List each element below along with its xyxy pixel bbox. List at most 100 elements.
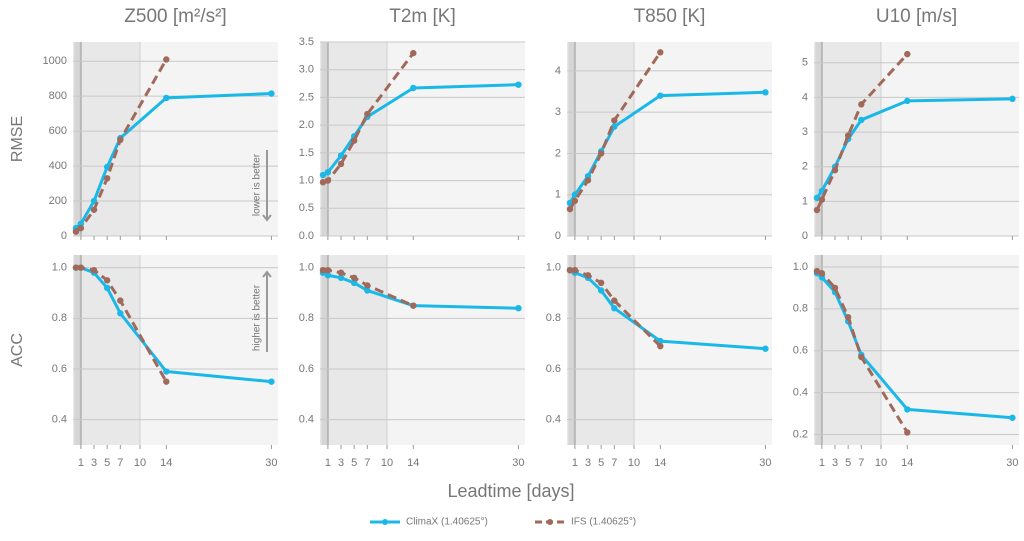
y-tick-label: 0.2: [793, 428, 808, 440]
x-tick-label: 1: [78, 457, 84, 469]
data-point: [350, 137, 358, 144]
x-tick-label: 30: [265, 457, 277, 469]
x-tick-label: 14: [654, 457, 666, 469]
data-point: [324, 272, 332, 279]
legend-marker: [547, 519, 553, 525]
data-point: [611, 297, 618, 304]
shaded-span: [568, 255, 575, 445]
data-point: [1009, 95, 1016, 103]
data-point: [364, 110, 371, 118]
y-tick-label: 600: [49, 125, 67, 137]
x-tick-label: 5: [351, 457, 357, 469]
data-point: [410, 302, 417, 309]
data-point: [103, 284, 111, 292]
y-tick-label: 800: [49, 90, 67, 102]
data-point: [72, 228, 80, 235]
y-tick-label: 2: [802, 161, 808, 173]
shaded-span: [321, 42, 328, 236]
y-tick-label: 1.0: [299, 174, 314, 186]
data-point: [163, 94, 170, 102]
data-point: [117, 310, 124, 317]
x-tick-label: 30: [512, 457, 524, 469]
series-line: [815, 53, 909, 211]
shaded-span: [815, 255, 822, 445]
y-tick-label: 0.5: [299, 202, 314, 214]
data-point: [1009, 414, 1016, 421]
data-point: [813, 267, 821, 275]
y-tick-label: 3.5: [299, 36, 314, 48]
y-tick-label: 0.8: [52, 312, 67, 324]
panel-title: Z500 [m²/s²]: [124, 6, 226, 27]
y-axis-label: RMSE: [9, 116, 26, 162]
data-point: [813, 194, 821, 202]
data-point: [163, 56, 170, 63]
y-tick-label: 0.8: [793, 303, 808, 315]
data-point: [515, 81, 522, 88]
y-tick-label: 1.0: [546, 262, 561, 274]
data-point: [597, 279, 605, 287]
y-tick-label: 200: [49, 195, 67, 207]
y-tick-label: 0.4: [52, 414, 67, 426]
shaded-span: [814, 255, 882, 445]
data-point: [410, 84, 417, 92]
y-tick-label: 1.0: [299, 262, 314, 274]
panel-title: T850 [K]: [634, 6, 706, 27]
x-tick-label: 7: [117, 457, 123, 469]
y-tick-label: 0.4: [793, 387, 808, 399]
data-point: [337, 160, 345, 168]
data-point: [762, 345, 769, 352]
y-tick-label: 2.0: [299, 119, 314, 131]
data-point: [611, 305, 618, 312]
x-tick-label: 14: [407, 457, 419, 469]
data-point: [904, 429, 911, 436]
y-tick-label: 2.5: [299, 91, 314, 103]
data-point: [364, 282, 371, 289]
data-point: [597, 287, 605, 294]
x-tick-label: 3: [832, 457, 838, 469]
data-point: [571, 197, 579, 205]
data-point: [72, 264, 80, 271]
data-point: [268, 90, 275, 97]
y-tick-label: 1000: [43, 55, 67, 67]
y-tick-label: 5: [802, 57, 808, 69]
data-point: [584, 177, 592, 184]
y-tick-label: 2: [555, 147, 561, 159]
x-tick-label: 10: [875, 457, 887, 469]
x-tick-label: 5: [104, 457, 110, 469]
data-point: [410, 49, 417, 57]
data-point: [103, 277, 111, 284]
x-tick-label: 7: [364, 457, 370, 469]
data-point: [584, 272, 592, 279]
shaded-span: [320, 255, 388, 445]
x-tick-label: 5: [598, 457, 604, 469]
shaded-span: [815, 42, 822, 236]
shaded-span: [568, 42, 575, 236]
x-tick-label: 3: [91, 457, 97, 469]
y-tick-label: 0.4: [546, 414, 561, 426]
data-point: [904, 406, 911, 413]
x-tick-label: 3: [338, 457, 344, 469]
data-point: [858, 116, 865, 124]
x-tick-label: 10: [134, 457, 146, 469]
x-tick-label: 14: [160, 457, 172, 469]
y-tick-label: 0.6: [52, 363, 67, 375]
y-tick-label: 0.6: [793, 345, 808, 357]
y-tick-label: 0: [555, 230, 561, 242]
data-point: [858, 353, 865, 361]
legend-label: IFS (1.40625°): [571, 517, 636, 528]
x-axis-label: Leadtime [days]: [447, 481, 574, 501]
data-point: [90, 206, 98, 213]
data-point: [844, 314, 852, 321]
data-point: [657, 343, 664, 350]
y-tick-label: 1.0: [52, 262, 67, 274]
data-point: [163, 378, 170, 385]
x-tick-label: 1: [325, 457, 331, 469]
y-tick-label: 0.8: [546, 312, 561, 324]
y-tick-label: 400: [49, 160, 67, 172]
data-point: [566, 205, 574, 213]
annotation-arrowhead: [262, 270, 272, 278]
shaded-span: [567, 42, 635, 236]
shaded-span: [74, 255, 81, 445]
y-tick-label: 0.8: [299, 312, 314, 324]
